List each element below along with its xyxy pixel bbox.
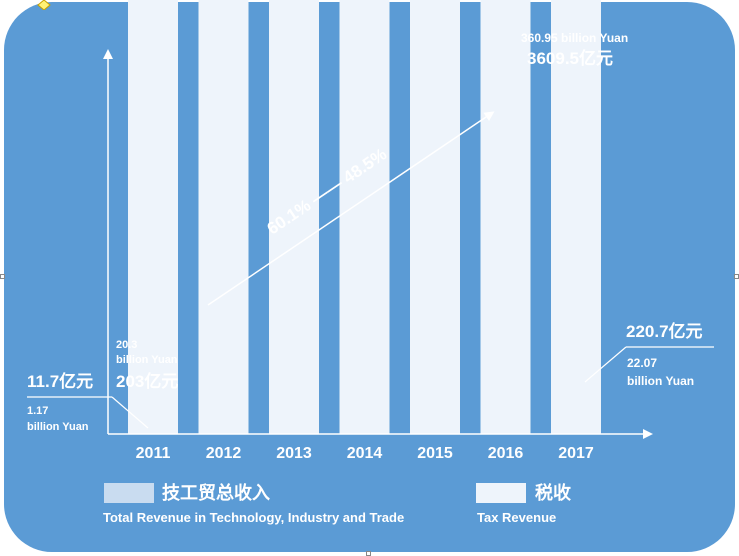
legend-label-total-cn: 技工贸总收入 bbox=[162, 482, 270, 503]
label-2012-total-en-unit: billion Yuan bbox=[116, 354, 178, 366]
label-2011-tax-en-unit: billion Yuan bbox=[27, 421, 89, 433]
legend-swatch-tax bbox=[476, 483, 526, 503]
bar-tax-revenue-2011 bbox=[128, 0, 178, 434]
x-tick-2016: 2016 bbox=[488, 445, 524, 462]
bar-tax-revenue-2014 bbox=[339, 0, 390, 434]
leader-2011-diagonal bbox=[111, 396, 149, 429]
label-2017-total-cn: 3609.5亿元 bbox=[527, 48, 613, 68]
x-tick-labels: 2011 2012 2013 2014 2015 2016 2017 bbox=[136, 445, 594, 462]
bar-tax-revenue-2017 bbox=[551, 0, 601, 434]
x-tick-2015: 2015 bbox=[417, 445, 453, 462]
x-tick-2014: 2014 bbox=[347, 445, 383, 462]
bar-tax-revenue-2013 bbox=[269, 0, 319, 434]
label-2011-tax-en-value: 1.17 bbox=[27, 405, 48, 417]
x-tick-2017: 2017 bbox=[558, 445, 594, 462]
bars-group bbox=[128, 0, 601, 434]
label-2012-total-cn: 203亿元 bbox=[116, 371, 178, 391]
bar-tax-revenue-2015 bbox=[410, 0, 460, 434]
label-2011-tax-cn: 11.7亿元 bbox=[27, 371, 93, 391]
legend-label-total-en: Total Revenue in Technology, Industry an… bbox=[103, 510, 404, 525]
x-tick-2013: 2013 bbox=[276, 445, 312, 462]
label-2017-tax-cn: 220.7亿元 bbox=[626, 321, 703, 341]
bar-tax-revenue-2012 bbox=[198, 0, 249, 434]
legend-swatch-total bbox=[104, 483, 154, 503]
legend-label-tax-en: Tax Revenue bbox=[477, 510, 556, 525]
x-tick-2012: 2012 bbox=[206, 445, 242, 462]
leader-2017-diagonal bbox=[584, 346, 627, 383]
selection-handle-left[interactable] bbox=[0, 274, 5, 279]
legend-label-tax-cn: 税收 bbox=[535, 482, 571, 503]
x-tick-2011: 2011 bbox=[136, 445, 171, 462]
growth-arrow bbox=[207, 111, 495, 306]
bar-tax-revenue-2016 bbox=[480, 0, 531, 434]
selection-diamond-icon[interactable] bbox=[37, 0, 51, 10]
label-2012-total-en-value: 20.3 bbox=[116, 339, 137, 351]
label-2017-tax-en-value: 22.07 bbox=[627, 356, 657, 370]
label-2017-total-en: 360.95 billion Yuan bbox=[521, 31, 628, 45]
label-2017-tax-en-unit: billion Yuan bbox=[627, 374, 694, 388]
